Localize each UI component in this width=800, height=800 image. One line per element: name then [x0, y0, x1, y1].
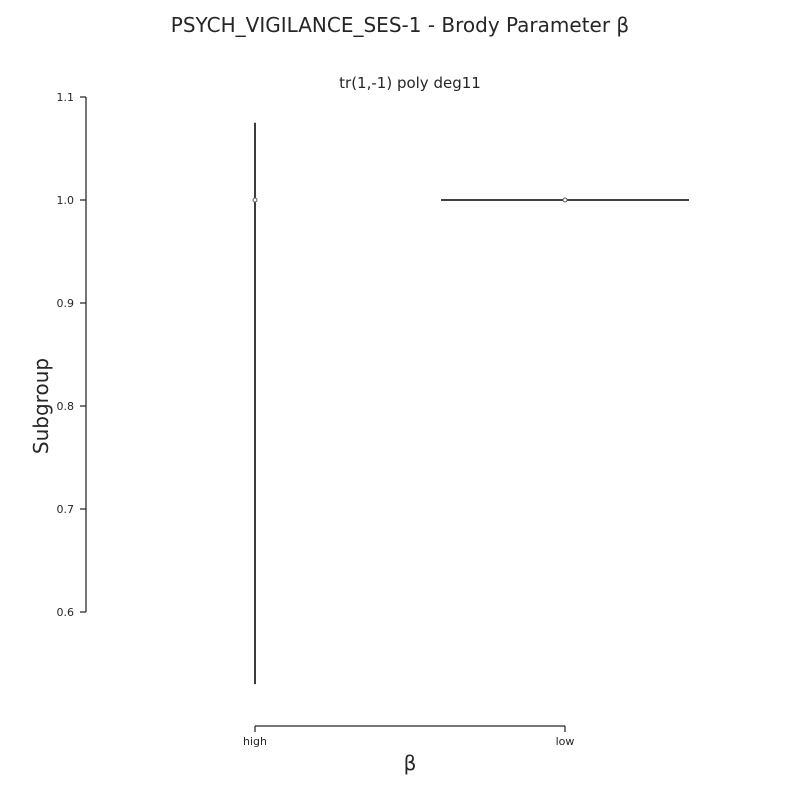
x-tick-label: high: [243, 735, 267, 748]
y-tick-label: 0.9: [57, 297, 75, 310]
y-ticks: 0.6 0.7 0.8 0.9 1.0 1.1: [57, 91, 86, 619]
data-marks: [252, 122, 689, 685]
x-axis-label: β: [404, 751, 417, 775]
subplot-title: tr(1,-1) poly deg11: [339, 74, 481, 92]
y-tick-label: 0.6: [57, 606, 75, 619]
x-ticks: high low: [243, 726, 574, 748]
point-low: [562, 197, 568, 203]
y-axis-label: Subgroup: [29, 358, 53, 454]
figure-title: PSYCH_VIGILANCE_SES-1 - Brody Parameter …: [170, 13, 630, 37]
x-tick-label: low: [556, 735, 575, 748]
y-tick-label: 1.1: [57, 91, 75, 104]
y-tick-label: 0.8: [57, 400, 75, 413]
y-tick-label: 1.0: [57, 194, 75, 207]
y-tick-label: 0.7: [57, 503, 75, 516]
point-high: [252, 197, 258, 203]
